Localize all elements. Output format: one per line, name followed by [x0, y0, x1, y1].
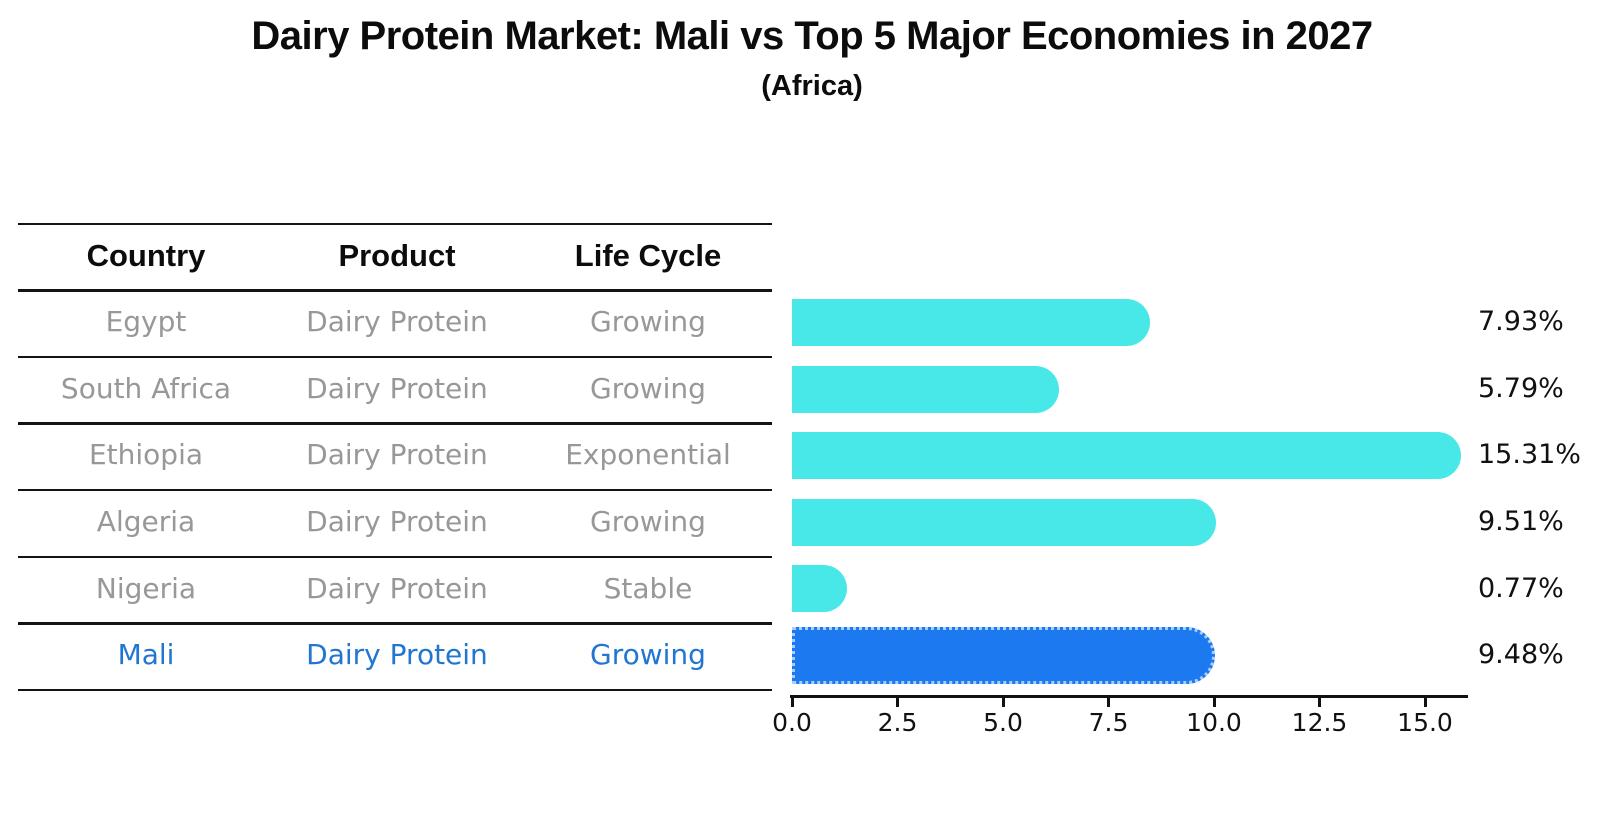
table-row-nigeria: Nigeria Dairy Protein Stable	[18, 556, 772, 623]
x-tick-label: 0.0	[772, 708, 812, 737]
x-tick-label: 7.5	[1088, 708, 1129, 737]
chart-subtitle: (Africa)	[761, 70, 863, 102]
table-cell-country: Algeria	[96, 504, 196, 538]
table-rule	[18, 622, 772, 625]
table-cell-life-cycle: Growing	[590, 305, 706, 339]
table-header-row: Country Product Life Cycle	[18, 223, 772, 290]
x-tick-label: 2.5	[877, 708, 918, 737]
table-rule	[18, 555, 772, 558]
x-tick	[1001, 697, 1005, 707]
bar-south-africa	[792, 365, 1060, 413]
table-cell-product: Dairy Protein	[306, 305, 488, 339]
table-row-ethiopia: Ethiopia Dairy Protein Exponential	[18, 422, 772, 489]
table-rule	[18, 688, 772, 692]
value-label-ethiopia: 15.31%	[1478, 439, 1581, 471]
col-header-country: Country	[86, 237, 206, 273]
value-label-south-africa: 5.79%	[1478, 372, 1564, 404]
table-cell-country: South Africa	[60, 371, 232, 405]
value-label-egypt: 7.93%	[1478, 306, 1564, 338]
x-tick-label: 15.0	[1397, 708, 1453, 737]
value-label-algeria: 9.51%	[1478, 505, 1564, 537]
table-cell-life-cycle: Stable	[603, 571, 693, 605]
table-rule	[18, 488, 772, 492]
table-cell-product: Dairy Protein	[306, 638, 488, 672]
table-cell-country: Nigeria	[95, 571, 197, 605]
x-tick-label: 5.0	[983, 708, 1023, 737]
table-cell-country: Ethiopia	[88, 438, 204, 472]
x-tick	[1423, 697, 1427, 707]
bar-nigeria	[792, 565, 848, 613]
table-rule	[18, 422, 772, 425]
table-rule	[18, 222, 772, 225]
table-row-algeria: Algeria Dairy Protein Growing	[18, 489, 772, 556]
table-cell-life-cycle: Growing	[590, 638, 706, 672]
value-label-nigeria: 0.77%	[1478, 572, 1564, 604]
x-tick	[1318, 697, 1321, 707]
x-tick-label: 10.0	[1186, 708, 1242, 737]
col-header-product: Product	[338, 237, 456, 273]
bar-ethiopia	[792, 432, 1462, 480]
bar-mali	[792, 626, 1216, 684]
table-rule	[18, 355, 772, 359]
x-tick	[896, 697, 899, 707]
table-rule	[18, 289, 772, 292]
table-cell-product: Dairy Protein	[306, 571, 488, 605]
table-cell-product: Dairy Protein	[306, 438, 488, 472]
table-cell-life-cycle: Growing	[590, 371, 706, 405]
bar-algeria	[792, 498, 1217, 546]
table-cell-product: Dairy Protein	[306, 371, 488, 405]
value-label-mali: 9.48%	[1478, 639, 1564, 671]
table-cell-country: Egypt	[105, 305, 187, 339]
table-cell-product: Dairy Protein	[306, 504, 488, 538]
table-row-egypt: Egypt Dairy Protein Growing	[18, 289, 772, 356]
x-tick	[790, 697, 794, 707]
x-tick	[1107, 697, 1110, 707]
bar-egypt	[792, 298, 1150, 346]
x-tick	[1212, 697, 1216, 707]
table-row-south-africa: South Africa Dairy Protein Growing	[18, 356, 772, 423]
table-cell-life-cycle: Exponential	[565, 438, 731, 472]
chart-title: Dairy Protein Market: Mali vs Top 5 Majo…	[251, 14, 1373, 58]
x-tick-label: 12.5	[1291, 708, 1348, 737]
table-cell-life-cycle: Growing	[590, 504, 706, 538]
col-header-life-cycle: Life Cycle	[574, 237, 722, 273]
table-cell-country: Mali	[117, 638, 175, 672]
table-row-mali: Mali Dairy Protein Growing	[18, 622, 772, 689]
x-axis-line	[790, 695, 1468, 698]
